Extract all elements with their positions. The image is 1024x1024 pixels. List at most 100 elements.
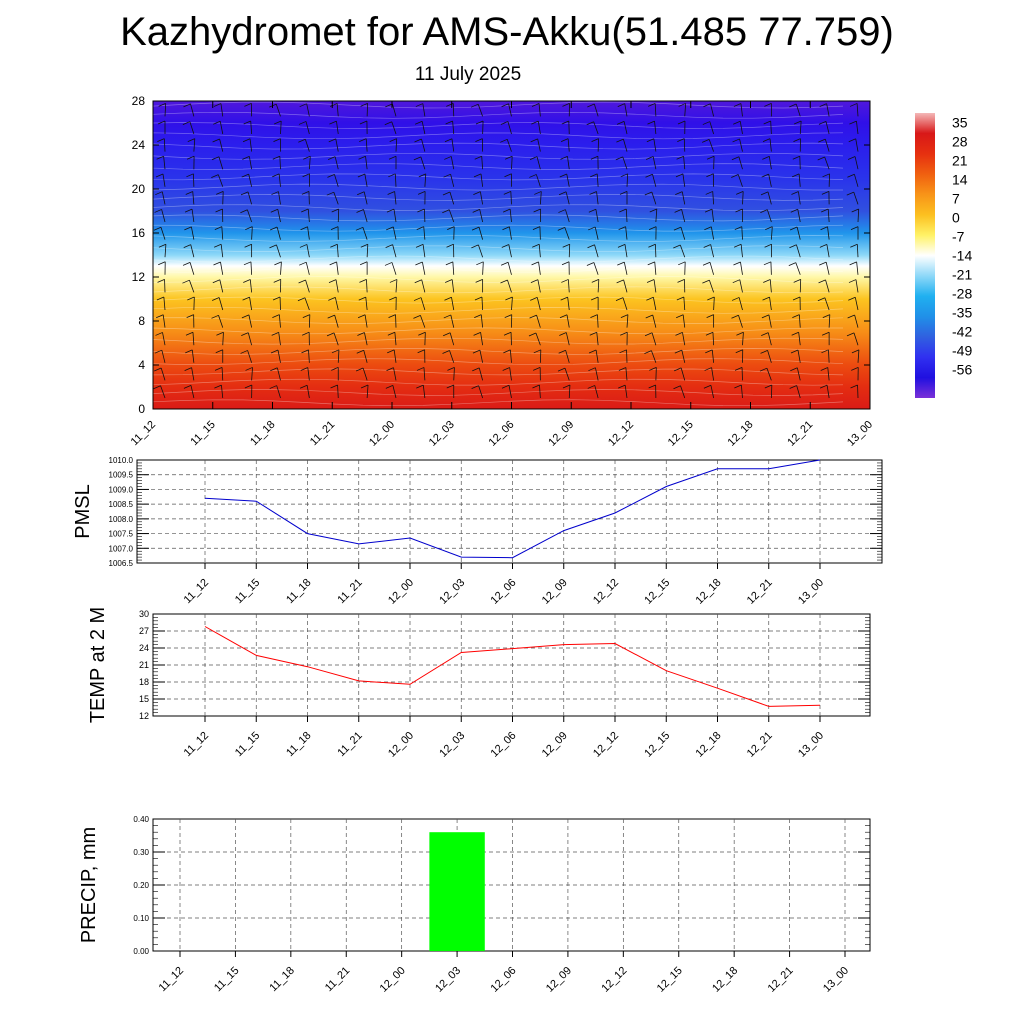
wind-barb	[680, 367, 686, 381]
wind-barb-flag	[245, 226, 253, 230]
y-tick-label: 8	[138, 314, 145, 328]
wind-barb-flag	[705, 191, 713, 195]
wind-barb-flag	[674, 209, 682, 213]
wind-barb-flag	[791, 173, 800, 178]
wind-barb-flag	[357, 173, 366, 178]
wind-barb-flag	[732, 279, 740, 284]
wind-barb-flag	[674, 349, 682, 354]
wind-barb	[478, 244, 484, 258]
wind-barb-flag	[559, 173, 567, 178]
wind-barb-flag	[789, 226, 798, 231]
wind-barb-flag	[360, 384, 369, 389]
wind-barb-flag	[331, 208, 339, 213]
wind-barb-flag	[445, 120, 453, 125]
wind-barb-flag	[849, 120, 857, 125]
wind-barb	[277, 209, 281, 223]
wind-barb-flag	[300, 367, 308, 371]
wind-barb	[247, 209, 253, 223]
wind-barb	[593, 121, 599, 135]
wind-barb	[509, 209, 512, 223]
y-tick-label: 15	[139, 694, 149, 704]
wind-barb	[333, 332, 339, 346]
wind-barb-flag	[211, 174, 219, 178]
wind-barb-flag	[531, 103, 540, 107]
wind-barb-flag	[444, 156, 452, 160]
temp-panel: 12 15 18 21 24 27 30 11_12 11_15 11_18 11_21 12_00 1…	[87, 607, 871, 760]
wind-barb	[855, 279, 859, 293]
precip-panel: 0.00 0.10 0.20 0.30 0.40 11_12 11_15 11_18 11_21…	[78, 815, 871, 995]
wind-barb	[537, 138, 541, 152]
wind-barb-flag	[187, 296, 195, 301]
wind-barb-flag	[731, 156, 740, 161]
x-tick-label: 12_18	[694, 577, 724, 607]
contour-line	[152, 204, 844, 212]
wind-barb-flag	[155, 191, 163, 196]
wind-barb-flag	[675, 173, 684, 178]
wind-barb-flag	[386, 208, 395, 213]
wind-barb	[219, 279, 224, 293]
wind-barb-flag	[185, 349, 193, 354]
wind-barb	[623, 138, 628, 152]
wind-barb-flag	[500, 121, 509, 125]
wind-barb-flag	[242, 296, 250, 301]
wind-barb-flag	[675, 191, 683, 196]
wind-barb	[796, 385, 801, 399]
wind-barb	[306, 244, 310, 258]
wind-barb	[276, 244, 281, 258]
wind-barb	[679, 244, 686, 258]
wind-barb	[307, 367, 310, 381]
wind-barb	[250, 261, 253, 275]
wind-barb-flag	[274, 120, 282, 125]
wind-barb-flag	[588, 208, 597, 213]
wind-barb	[824, 156, 830, 170]
wind-barb-flag	[529, 156, 538, 161]
wind-barb-flag	[329, 120, 337, 125]
wind-barb	[393, 349, 397, 363]
axis-title: PMSL	[72, 484, 94, 538]
y-tick-label: 21	[139, 660, 149, 670]
wind-barb-flag	[445, 279, 453, 283]
wind-barb-flag	[184, 367, 192, 371]
wind-barb-flag	[615, 156, 623, 161]
wind-barb	[824, 139, 830, 152]
wind-barb	[365, 156, 368, 170]
wind-barb-flag	[676, 155, 684, 160]
wind-barb-flag	[471, 385, 479, 390]
x-tick-label: 11_21	[335, 577, 365, 607]
wind-barb-flag	[676, 296, 685, 301]
heatmap-fill	[153, 101, 870, 409]
y-tick-label: 12	[139, 711, 149, 721]
wind-barb	[191, 226, 195, 240]
wind-barb-flag	[851, 208, 859, 213]
wind-barb	[713, 296, 715, 311]
wind-barb	[163, 156, 166, 170]
wind-barb	[220, 261, 224, 275]
wind-barb-flag	[473, 331, 481, 336]
wind-barb-flag	[706, 173, 714, 178]
wind-barb	[478, 367, 484, 381]
wind-barb-flag	[617, 103, 625, 107]
wind-barb-flag	[359, 120, 368, 125]
wind-barb	[737, 174, 743, 187]
wind-barb-flag	[589, 191, 597, 195]
wind-barb-flag	[528, 332, 537, 337]
x-tick-label: 11_21	[335, 730, 365, 760]
wind-barb-flag	[819, 244, 828, 248]
wind-barb-flag	[216, 331, 224, 336]
wind-barb-flag	[587, 244, 595, 249]
wind-barb	[510, 191, 512, 205]
x-tick-label: 11_18	[284, 577, 314, 607]
x-tick-label: 12_03	[437, 577, 467, 607]
wind-barb	[827, 226, 830, 240]
wind-barb-flag	[789, 244, 797, 249]
wind-barb-flag	[791, 331, 799, 336]
wind-barb-flag	[792, 314, 800, 318]
wind-barb	[740, 103, 743, 117]
wind-barb-flag	[471, 103, 479, 108]
wind-barb	[279, 156, 281, 170]
contour-line	[152, 368, 844, 376]
x-tick-label: 11_12	[182, 577, 212, 607]
wind-barb	[334, 156, 339, 170]
contour-line	[152, 101, 844, 109]
wind-barb-flag	[647, 120, 655, 125]
